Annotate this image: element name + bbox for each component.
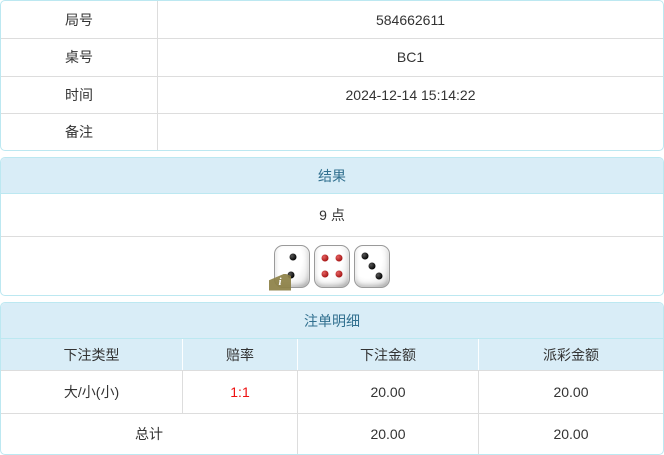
info-row-round: 局号 584662611 <box>1 1 663 39</box>
die-3-image <box>354 244 390 288</box>
dice-row: i <box>1 237 663 295</box>
result-panel-title: 结果 <box>1 158 663 194</box>
round-id-value: 584662611 <box>375 11 446 28</box>
bet-total-row: 总计 20.00 20.00 <box>1 414 663 454</box>
info-row-remark: 备注 <box>1 112 663 150</box>
die-1-wrap: i <box>269 244 310 291</box>
total-label-cell: 总计 <box>1 414 298 454</box>
col-header-bet-type: 下注类型 <box>1 339 183 370</box>
bet-odds-cell: 1:1 <box>183 371 298 413</box>
die-pip <box>287 271 295 279</box>
bet-amount-cell: 20.00 <box>298 371 479 413</box>
game-info-panel: 局号 584662611 桌号 BC1 时间 2024-12-14 15:14:… <box>0 0 664 151</box>
col-header-odds: 赔率 <box>183 339 298 370</box>
table-id-label: 桌号 <box>1 39 158 76</box>
result-panel: 结果 9 点 i <box>0 157 664 296</box>
die-pip <box>361 252 369 260</box>
die-pip <box>321 254 329 262</box>
result-points: 9 点 <box>1 194 663 237</box>
info-row-table: 桌号 BC1 <box>1 38 663 76</box>
time-label: 时间 <box>1 76 158 113</box>
table-id-value: BC1 <box>396 49 425 66</box>
die-2-image <box>314 244 350 288</box>
total-payout-cell: 20.00 <box>553 426 589 442</box>
round-id-label: 局号 <box>1 1 158 39</box>
col-header-payout: 派彩金额 <box>543 346 599 363</box>
remark-label: 备注 <box>1 113 158 150</box>
bet-details-panel: 注单明细 下注类型 赔率 下注金额 派彩金额 大/小(小) 1:1 20.00 … <box>0 302 664 455</box>
bet-table-header: 下注类型 赔率 下注金额 派彩金额 <box>1 339 663 371</box>
col-header-bet-amount: 下注金额 <box>298 339 479 370</box>
die-pip <box>368 262 376 270</box>
die-pip <box>335 254 343 262</box>
total-bet-amount-cell: 20.00 <box>298 414 479 454</box>
time-value: 2024-12-14 15:14:22 <box>345 86 476 103</box>
bet-type-cell: 大/小(小) <box>1 371 183 413</box>
info-badge-icon[interactable]: i <box>269 273 291 291</box>
die-pip <box>289 253 297 261</box>
bet-table-row: 大/小(小) 1:1 20.00 20.00 <box>1 371 663 414</box>
remark-value <box>158 114 663 150</box>
bet-details-title: 注单明细 <box>1 303 663 339</box>
info-row-time: 时间 2024-12-14 15:14:22 <box>1 75 663 113</box>
die-pip <box>375 272 383 280</box>
die-pip <box>335 270 343 278</box>
die-pip <box>321 270 329 278</box>
bet-payout-cell: 20.00 <box>553 384 589 400</box>
